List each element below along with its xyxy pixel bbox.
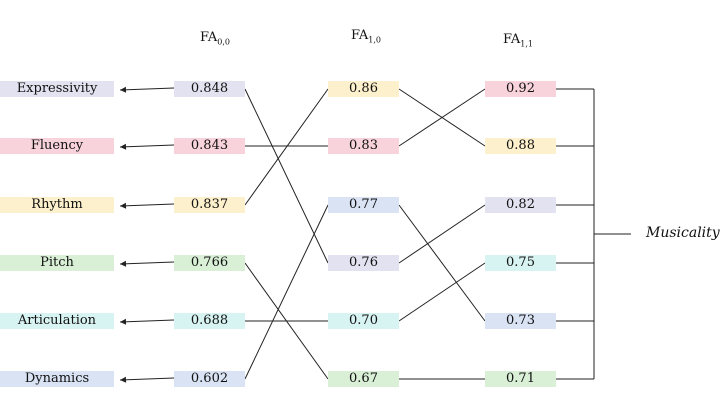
label-fluency: Fluency: [0, 138, 114, 154]
label-articulation: Articulation: [0, 313, 114, 329]
value-box-col2-row2: 0.82: [485, 197, 556, 213]
value-box-col0-row1: 0.843: [174, 138, 245, 154]
link-col0-row2: [244, 88, 329, 206]
arrow-to-rhythm: [119, 202, 175, 209]
value-box-col1-row2: 0.77: [328, 197, 399, 213]
value-box-col0-row0: 0.848: [174, 81, 245, 97]
output-label-musicality: Musicality: [646, 225, 720, 241]
value-box-col0-row3: 0.766: [174, 255, 245, 271]
link-col1-row2: [398, 204, 486, 322]
value-box-col1-row4: 0.70: [328, 313, 399, 329]
arrow-to-fluency: [119, 143, 175, 150]
link-col1-row1: [398, 88, 486, 147]
value-box-col2-row1: 0.88: [485, 138, 556, 154]
value-box-col0-row4: 0.688: [174, 313, 245, 329]
arrow-to-articulation: [119, 318, 175, 325]
header-fa-1-1: FA1,1: [503, 32, 534, 49]
header-fa-1-0: FA1,0: [351, 28, 382, 45]
arrow-to-expressivity: [119, 86, 175, 93]
label-rhythm: Rhythm: [0, 197, 114, 213]
arrow-to-dynamics: [119, 376, 175, 383]
label-expressivity: Expressivity: [0, 81, 114, 97]
value-box-col2-row5: 0.71: [485, 371, 556, 387]
label-dynamics: Dynamics: [0, 371, 114, 387]
value-box-col1-row3: 0.76: [328, 255, 399, 271]
value-box-col2-row4: 0.73: [485, 313, 556, 329]
value-box-col1-row0: 0.86: [328, 81, 399, 97]
value-box-col1-row1: 0.83: [328, 138, 399, 154]
header-fa-0-0: FA0,0: [200, 30, 231, 47]
value-box-col2-row3: 0.75: [485, 255, 556, 271]
link-col0-row0: [244, 88, 329, 264]
label-pitch: Pitch: [0, 255, 114, 271]
link-col1-row4: [398, 262, 486, 322]
arrow-to-pitch: [119, 260, 175, 267]
link-col0-row5: [244, 204, 329, 380]
link-col1-row3: [398, 204, 486, 264]
value-box-col2-row0: 0.92: [485, 81, 556, 97]
value-box-col0-row2: 0.837: [174, 197, 245, 213]
value-box-col0-row5: 0.602: [174, 371, 245, 387]
value-box-col1-row5: 0.67: [328, 371, 399, 387]
